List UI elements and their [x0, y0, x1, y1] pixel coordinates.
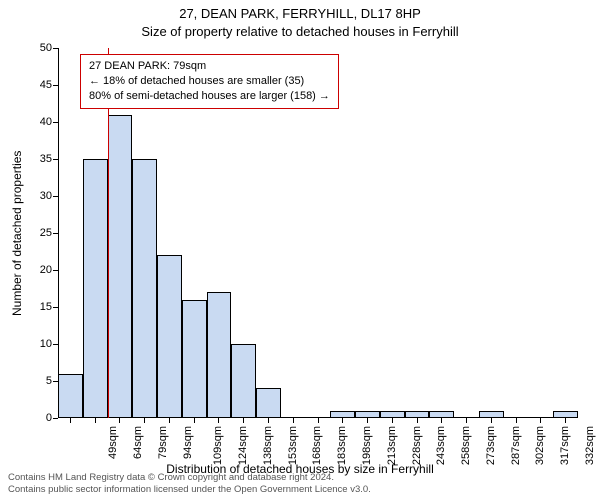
x-tick-mark — [95, 418, 96, 423]
y-tick-label: 50 — [12, 42, 52, 54]
histogram-bar — [479, 411, 504, 418]
info-box-line: 80% of semi-detached houses are larger (… — [89, 89, 330, 104]
info-box: 27 DEAN PARK: 79sqm← 18% of detached hou… — [80, 54, 339, 109]
x-tick-label: 49sqm — [107, 426, 119, 459]
y-tick-label: 20 — [12, 264, 52, 276]
y-tick-label: 30 — [12, 190, 52, 202]
y-tick-label: 25 — [12, 227, 52, 239]
x-tick-label: 332sqm — [584, 426, 596, 465]
x-tick-mark — [367, 418, 368, 423]
x-tick-label: 243sqm — [435, 426, 447, 465]
x-tick-mark — [417, 418, 418, 423]
info-box-line: ← 18% of detached houses are smaller (35… — [89, 74, 330, 89]
y-tick-label: 5 — [12, 375, 52, 387]
histogram-bar — [231, 344, 256, 418]
x-tick-label: 94sqm — [182, 426, 194, 459]
x-tick-mark — [565, 418, 566, 423]
y-axis-line — [58, 48, 59, 418]
chart-subtitle: Size of property relative to detached ho… — [0, 24, 600, 39]
y-tick-label: 0 — [12, 412, 52, 424]
histogram-bar — [330, 411, 355, 418]
x-tick-mark — [293, 418, 294, 423]
y-tick-mark — [53, 85, 58, 86]
x-tick-mark — [392, 418, 393, 423]
y-tick-mark — [53, 307, 58, 308]
y-tick-label: 35 — [12, 153, 52, 165]
y-tick-label: 10 — [12, 338, 52, 350]
info-box-line: 27 DEAN PARK: 79sqm — [89, 59, 330, 74]
x-tick-label: 213sqm — [386, 426, 398, 465]
histogram-bar — [256, 388, 281, 418]
x-tick-mark — [218, 418, 219, 423]
y-tick-label: 45 — [12, 79, 52, 91]
footer-line-1: Contains HM Land Registry data © Crown c… — [8, 472, 371, 484]
x-tick-label: 124sqm — [237, 426, 249, 465]
x-tick-label: 138sqm — [262, 426, 274, 465]
x-tick-label: 317sqm — [559, 426, 571, 465]
histogram-bar — [207, 292, 232, 418]
plot-area: 0510152025303540455049sqm64sqm79sqm94sqm… — [58, 48, 578, 418]
histogram-bar — [132, 159, 157, 418]
x-tick-label: 109sqm — [213, 426, 225, 465]
x-tick-mark — [194, 418, 195, 423]
x-tick-mark — [441, 418, 442, 423]
y-tick-mark — [53, 344, 58, 345]
y-tick-mark — [53, 270, 58, 271]
chart-container: 27, DEAN PARK, FERRYHILL, DL17 8HP Size … — [0, 0, 600, 500]
x-tick-mark — [342, 418, 343, 423]
histogram-bar — [58, 374, 83, 418]
histogram-bar — [108, 115, 133, 418]
x-tick-label: 183sqm — [336, 426, 348, 465]
histogram-bar — [182, 300, 207, 418]
y-tick-mark — [53, 159, 58, 160]
x-tick-mark — [243, 418, 244, 423]
x-tick-label: 273sqm — [485, 426, 497, 465]
histogram-bar — [380, 411, 405, 418]
footer-line-2: Contains public sector information licen… — [8, 484, 371, 496]
x-tick-label: 228sqm — [411, 426, 423, 465]
y-tick-mark — [53, 48, 58, 49]
x-tick-mark — [169, 418, 170, 423]
y-tick-label: 15 — [12, 301, 52, 313]
chart-title: 27, DEAN PARK, FERRYHILL, DL17 8HP — [0, 6, 600, 21]
histogram-bar — [553, 411, 578, 418]
y-tick-mark — [53, 196, 58, 197]
x-tick-mark — [540, 418, 541, 423]
histogram-bar — [429, 411, 454, 418]
x-tick-mark — [70, 418, 71, 423]
x-tick-label: 168sqm — [312, 426, 324, 465]
histogram-bar — [83, 159, 108, 418]
histogram-bar — [157, 255, 182, 418]
x-tick-mark — [466, 418, 467, 423]
y-tick-mark — [53, 122, 58, 123]
histogram-bar — [355, 411, 380, 418]
histogram-bar — [405, 411, 430, 418]
x-tick-mark — [144, 418, 145, 423]
x-tick-mark — [516, 418, 517, 423]
x-tick-mark — [491, 418, 492, 423]
x-tick-label: 302sqm — [534, 426, 546, 465]
x-tick-mark — [268, 418, 269, 423]
x-tick-label: 153sqm — [287, 426, 299, 465]
y-tick-label: 40 — [12, 116, 52, 128]
x-tick-label: 287sqm — [510, 426, 522, 465]
x-tick-label: 258sqm — [460, 426, 472, 465]
footer-attribution: Contains HM Land Registry data © Crown c… — [8, 472, 371, 496]
x-tick-mark — [318, 418, 319, 423]
x-tick-label: 79sqm — [157, 426, 169, 459]
y-tick-mark — [53, 233, 58, 234]
x-tick-label: 64sqm — [132, 426, 144, 459]
x-tick-mark — [119, 418, 120, 423]
x-tick-label: 198sqm — [361, 426, 373, 465]
